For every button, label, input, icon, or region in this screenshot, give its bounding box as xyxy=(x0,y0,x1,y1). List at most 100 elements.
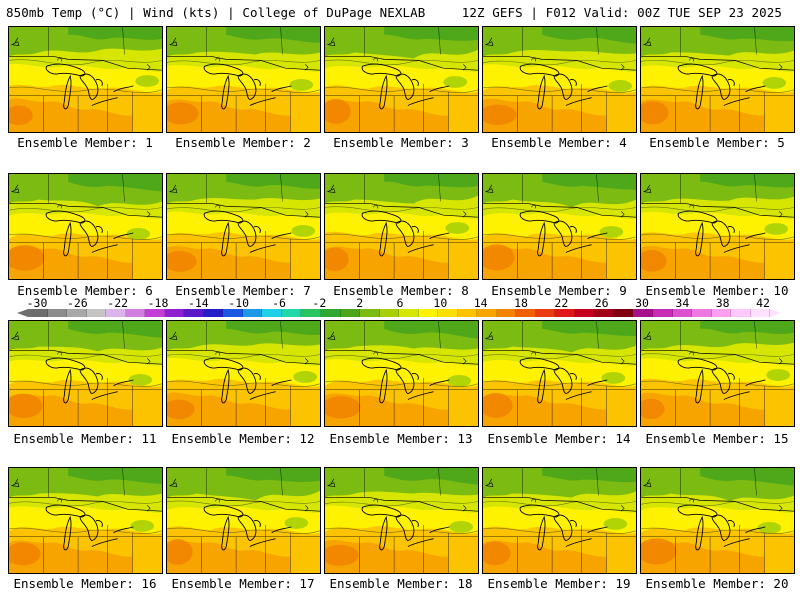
ensemble-member-label: Ensemble Member: 19 xyxy=(487,576,631,591)
colorbar-tick-label: 34 xyxy=(675,296,690,310)
colorbar-segment xyxy=(360,309,380,317)
colorbar-segment xyxy=(477,309,497,317)
ensemble-map-15 xyxy=(640,320,795,427)
colorbar-segment xyxy=(320,309,341,317)
colorbar-segment xyxy=(633,309,653,317)
ensemble-member-label: Ensemble Member: 11 xyxy=(13,431,157,446)
colorbar-tick-label: 38 xyxy=(715,296,730,310)
ensemble-map-9 xyxy=(482,173,637,280)
ensemble-map-17 xyxy=(166,467,321,574)
chart-title: 850mb Temp (°C) | Wind (kts) | College o… xyxy=(6,5,426,20)
ensemble-map-11 xyxy=(8,320,163,427)
colorbar-segment xyxy=(399,309,419,317)
colorbar-tick-label: 6 xyxy=(396,296,404,310)
ensemble-map-7 xyxy=(166,173,321,280)
ensemble-member-label: Ensemble Member: 13 xyxy=(329,431,473,446)
colorbar-segment xyxy=(164,309,185,317)
colorbar-segment xyxy=(125,309,146,317)
colorbar-tick-label: -26 xyxy=(66,296,88,310)
colorbar-segment xyxy=(379,309,400,317)
ensemble-member-label: Ensemble Member: 9 xyxy=(491,283,627,298)
ensemble-map-14 xyxy=(482,320,637,427)
colorbar-tick-label: 42 xyxy=(756,296,770,310)
colorbar-tick-label: -30 xyxy=(26,296,48,310)
colorbar-segment xyxy=(106,309,126,317)
ensemble-member-label: Ensemble Member: 14 xyxy=(487,431,631,446)
colorbar-tick-label: -6 xyxy=(272,296,286,310)
colorbar-max-arrow xyxy=(770,309,781,317)
colorbar-segment xyxy=(242,309,263,317)
colorbar-segment xyxy=(574,309,595,317)
run-valid-time: 12Z GEFS | F012 Valid: 00Z TUE SEP 23 20… xyxy=(461,5,782,20)
colorbar-segment xyxy=(594,309,614,317)
colorbar-segment xyxy=(418,309,439,317)
colorbar-segment xyxy=(613,309,634,317)
colorbar-segment xyxy=(711,309,732,317)
colorbar-segment xyxy=(692,309,712,317)
ensemble-member-label: Ensemble Member: 7 xyxy=(175,283,311,298)
colorbar-segment xyxy=(535,309,556,317)
ensemble-map-20 xyxy=(640,467,795,574)
colorbar-segment xyxy=(86,309,107,317)
ensemble-member-label: Ensemble Member: 12 xyxy=(171,431,315,446)
ensemble-member-label: Ensemble Member: 17 xyxy=(171,576,315,591)
colorbar-tick-label: 10 xyxy=(433,296,448,310)
colorbar-tick-label: 18 xyxy=(514,296,528,310)
ensemble-member-label: Ensemble Member: 15 xyxy=(645,431,789,446)
ensemble-map-13 xyxy=(324,320,479,427)
colorbar-segment xyxy=(223,309,243,317)
colorbar-segment xyxy=(301,309,321,317)
ensemble-member-label: Ensemble Member: 10 xyxy=(645,283,789,298)
colorbar-segment xyxy=(731,309,751,317)
ensemble-map-4 xyxy=(482,26,637,133)
colorbar-tick-label: -14 xyxy=(187,296,209,310)
colorbar-segment xyxy=(281,309,302,317)
ensemble-map-3 xyxy=(324,26,479,133)
ensemble-map-5 xyxy=(640,26,795,133)
ensemble-map-1 xyxy=(8,26,163,133)
colorbar-segment xyxy=(750,309,771,317)
ensemble-member-label: Ensemble Member: 5 xyxy=(649,135,785,150)
colorbar-segment xyxy=(496,309,517,317)
colorbar-tick-label: 30 xyxy=(635,296,649,310)
colorbar-segment xyxy=(262,309,282,317)
ensemble-member-label: Ensemble Member: 1 xyxy=(17,135,153,150)
ensemble-map-8 xyxy=(324,173,479,280)
colorbar-segment xyxy=(203,309,224,317)
colorbar-segment xyxy=(67,309,87,317)
ensemble-map-19 xyxy=(482,467,637,574)
ensemble-member-label: Ensemble Member: 4 xyxy=(491,135,627,150)
temperature-colorbar xyxy=(28,309,771,317)
colorbar-tick-label: -22 xyxy=(107,296,129,310)
ensemble-map-10 xyxy=(640,173,795,280)
colorbar-segment xyxy=(184,309,204,317)
colorbar-segment xyxy=(457,309,478,317)
colorbar-segment xyxy=(672,309,693,317)
ensemble-member-label: Ensemble Member: 6 xyxy=(17,283,153,298)
ensemble-member-label: Ensemble Member: 18 xyxy=(329,576,473,591)
ensemble-map-2 xyxy=(166,26,321,133)
colorbar-tick-label: 2 xyxy=(356,296,364,310)
colorbar-segment xyxy=(653,309,673,317)
ensemble-member-label: Ensemble Member: 16 xyxy=(13,576,157,591)
ensemble-member-label: Ensemble Member: 20 xyxy=(645,576,789,591)
colorbar-segment xyxy=(516,309,536,317)
ensemble-map-6 xyxy=(8,173,163,280)
colorbar-tick-label: 14 xyxy=(473,296,488,310)
colorbar-tick-label: -10 xyxy=(228,296,250,310)
ensemble-member-label: Ensemble Member: 2 xyxy=(175,135,311,150)
colorbar-tick-label: 26 xyxy=(594,296,609,310)
colorbar-tick-label: 22 xyxy=(554,296,569,310)
ensemble-map-16 xyxy=(8,467,163,574)
colorbar-segment xyxy=(28,309,48,317)
colorbar-segment xyxy=(438,309,458,317)
colorbar-min-arrow xyxy=(17,309,28,317)
ensemble-map-12 xyxy=(166,320,321,427)
colorbar-segment xyxy=(47,309,68,317)
ensemble-map-18 xyxy=(324,467,479,574)
colorbar-segment xyxy=(340,309,361,317)
colorbar-segment xyxy=(145,309,165,317)
colorbar-segment xyxy=(555,309,575,317)
colorbar-tick-label: -2 xyxy=(312,296,327,310)
ensemble-member-label: Ensemble Member: 3 xyxy=(333,135,469,150)
